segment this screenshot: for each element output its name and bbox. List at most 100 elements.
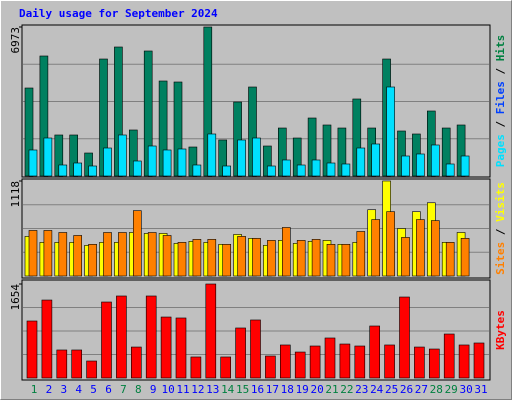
bar (145, 295, 157, 379)
bar (235, 327, 246, 379)
x-tick-label: 16 (251, 383, 264, 396)
bar (341, 163, 351, 177)
bar (147, 145, 157, 177)
bar (133, 160, 142, 177)
bar (43, 137, 53, 177)
bar (192, 239, 202, 277)
legend: KBytes (494, 310, 507, 350)
bar (41, 299, 53, 379)
bar (371, 219, 381, 277)
x-tick-label: 30 (459, 383, 472, 396)
bar (237, 236, 246, 277)
bar (103, 147, 112, 177)
bar (28, 230, 38, 277)
bar (192, 164, 202, 177)
bar (458, 344, 470, 379)
x-tick-label: 5 (90, 383, 97, 396)
x-tick-label: 25 (385, 383, 398, 396)
bar (296, 164, 306, 177)
x-tick-label: 14 (221, 383, 235, 396)
x-tick-label: 31 (474, 383, 487, 396)
bar (356, 147, 366, 177)
x-tick-label: 3 (60, 383, 67, 396)
bar (118, 232, 127, 277)
bar (414, 346, 425, 379)
bar (428, 348, 440, 379)
bar (177, 148, 187, 177)
bar (133, 210, 142, 277)
x-tick-label: 9 (150, 383, 157, 396)
bar (356, 231, 366, 277)
x-tick-label: 10 (161, 383, 174, 396)
bar (177, 242, 187, 277)
bar (118, 134, 127, 177)
bar (386, 211, 395, 277)
bar (160, 316, 172, 379)
x-tick-label: 28 (430, 383, 443, 396)
legend-entry: Visits (494, 182, 507, 222)
bar (416, 219, 425, 277)
bar (207, 239, 217, 277)
bar (26, 320, 38, 379)
bar (399, 296, 410, 379)
bar (237, 139, 246, 177)
y-tick-label: 6973 (9, 27, 22, 54)
x-tick-label: 15 (236, 383, 249, 396)
bar (73, 162, 82, 177)
bar (190, 356, 202, 379)
bar (267, 165, 276, 177)
bar (443, 333, 455, 379)
bar (460, 155, 470, 177)
y-tick-label: 1118 (9, 181, 22, 208)
legend-entry: / (494, 114, 507, 134)
bar (162, 235, 172, 277)
bar (401, 155, 410, 177)
bar (131, 346, 142, 379)
bar (311, 159, 321, 177)
bar (354, 345, 366, 379)
bar (43, 230, 53, 277)
bar (71, 349, 82, 379)
bar (281, 227, 291, 277)
bar (267, 240, 276, 277)
x-tick-label: 1 (31, 383, 38, 396)
bar (162, 149, 172, 177)
x-tick-label: 4 (75, 383, 82, 396)
x-tick-label: 24 (370, 383, 384, 396)
x-tick-label: 21 (325, 383, 338, 396)
bar (294, 351, 306, 379)
bar (103, 232, 112, 277)
bar (339, 343, 351, 379)
x-tick-label: 29 (445, 383, 458, 396)
bar (473, 342, 485, 379)
bar (445, 242, 455, 277)
x-tick-label: 18 (281, 383, 294, 396)
bar (369, 325, 381, 379)
bar (73, 235, 82, 277)
bar (220, 356, 231, 379)
bar (386, 86, 395, 177)
bar (279, 344, 291, 379)
legend: Pages / Files / Hits (494, 35, 507, 168)
bar (416, 153, 425, 177)
x-tick-label: 17 (266, 383, 279, 396)
x-tick-label: 23 (355, 383, 368, 396)
bar (445, 163, 455, 177)
x-tick-label: 6 (105, 383, 112, 396)
bar (58, 232, 68, 277)
x-tick-label: 2 (46, 383, 53, 396)
bar (56, 349, 68, 379)
x-tick-label: 20 (310, 383, 323, 396)
legend-entry: / (494, 61, 507, 81)
bar (324, 337, 336, 379)
bar (250, 319, 261, 379)
bar (28, 149, 38, 177)
bar (207, 133, 217, 177)
bar (88, 244, 97, 277)
bar (281, 159, 291, 177)
x-tick-label: 26 (400, 383, 413, 396)
bar (86, 360, 97, 379)
bar (175, 317, 187, 379)
